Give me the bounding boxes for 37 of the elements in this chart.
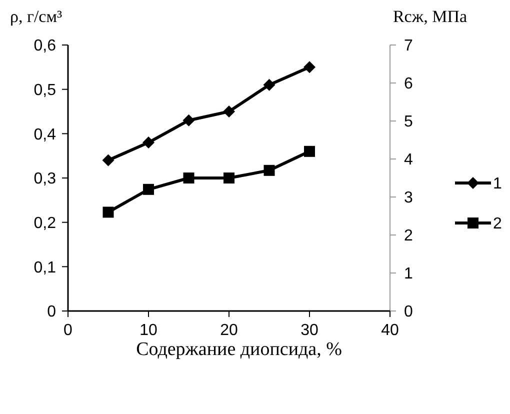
y-tick-label: 0,2 bbox=[34, 214, 56, 232]
point bbox=[183, 172, 194, 184]
x-tick-label: 0 bbox=[64, 322, 73, 339]
y-tick-label: 0,4 bbox=[34, 126, 56, 144]
point bbox=[304, 146, 315, 157]
y-tick-label: 0,3 bbox=[34, 170, 56, 188]
y2-tick-label: 5 bbox=[404, 114, 413, 131]
y2-tick-label: 6 bbox=[404, 76, 413, 93]
y-tick-label: 0,6 bbox=[34, 38, 56, 55]
point bbox=[223, 106, 235, 118]
y2-tick-label: 2 bbox=[404, 228, 413, 245]
legend-label: 1 bbox=[493, 176, 502, 193]
x-tick-label: 40 bbox=[381, 322, 399, 339]
point bbox=[304, 61, 316, 74]
x-tick-label: 30 bbox=[300, 322, 318, 339]
point bbox=[102, 206, 114, 218]
y-tick-label: 0,5 bbox=[34, 82, 56, 99]
y-tick-label: 0 bbox=[47, 304, 56, 321]
point bbox=[263, 78, 276, 91]
y-axis-title: ρ, г/см³ bbox=[10, 7, 62, 26]
point bbox=[143, 184, 154, 195]
point bbox=[264, 164, 275, 176]
point bbox=[102, 154, 114, 166]
x-tick-label: 20 bbox=[220, 322, 238, 339]
point bbox=[224, 172, 234, 184]
point bbox=[182, 114, 195, 126]
y2-axis-title: Rсж, МПа bbox=[392, 7, 468, 26]
legend-label: 2 bbox=[493, 216, 502, 233]
x-tick-label: 10 bbox=[140, 322, 158, 339]
y2-tick-label: 7 bbox=[404, 38, 413, 55]
y-tick-label: 0,1 bbox=[34, 259, 56, 276]
y2-tick-label: 4 bbox=[404, 152, 413, 169]
y2-tick-label: 3 bbox=[404, 190, 413, 207]
point bbox=[142, 136, 154, 149]
y2-tick-label: 1 bbox=[404, 266, 413, 283]
x-axis-title: Содержание диопсида, % bbox=[136, 339, 342, 360]
y2-tick-label: 0 bbox=[404, 304, 413, 321]
